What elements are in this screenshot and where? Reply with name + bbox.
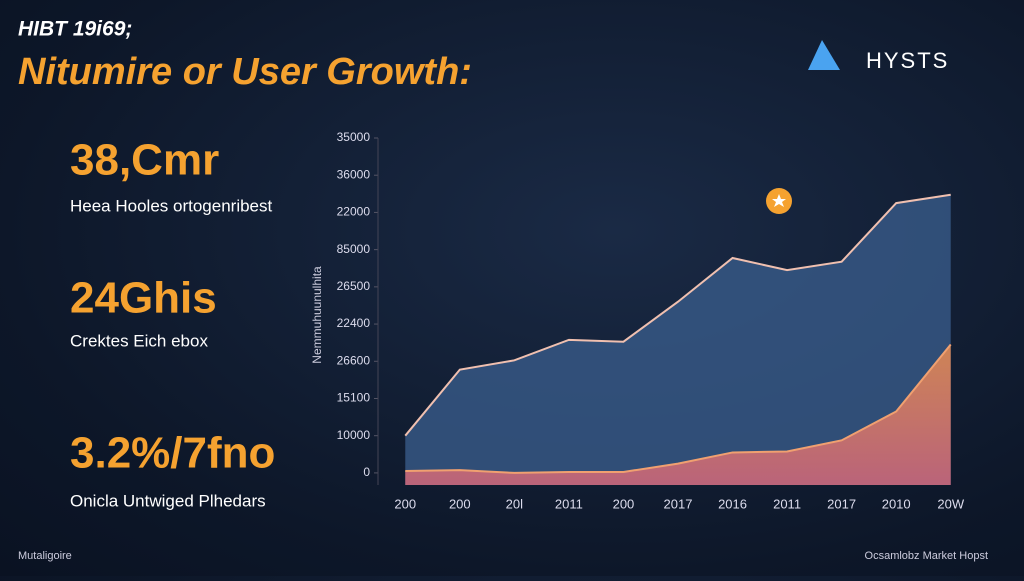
- x-tick-label: 200: [394, 496, 416, 511]
- stat-value: 38,Cmr: [70, 136, 219, 185]
- y-tick-label: 15100: [337, 391, 371, 405]
- footer-left: Mutaligoire: [18, 550, 72, 562]
- y-tick-label: 22000: [337, 205, 371, 219]
- y-tick-label: 10000: [337, 428, 371, 442]
- star-icon: [772, 194, 786, 207]
- area-line: [405, 343, 952, 474]
- y-tick-label: 36000: [337, 167, 371, 181]
- x-tick-label: 2010: [882, 496, 911, 511]
- kicker: HIBT 19i69;: [18, 18, 132, 41]
- y-tick-label: 35000: [337, 130, 371, 144]
- y-tick-label: 85000: [337, 242, 371, 256]
- title: Nitumire or User Growth:: [18, 51, 472, 93]
- y-tick-label: 22400: [337, 316, 371, 330]
- stat-label: Crektes Eich ebox: [70, 331, 208, 350]
- y-tick-label: 26500: [337, 279, 371, 293]
- logo-icon: [808, 40, 840, 70]
- x-tick-label: 2017: [664, 496, 693, 511]
- y-tick-label: 0: [363, 465, 370, 479]
- x-tick-label: 2011: [555, 496, 583, 511]
- stat-label: Onicla Untwiged Plhedars: [70, 491, 266, 510]
- area: [405, 344, 951, 485]
- stats: 38,Cmr Heea Hooles ortogenribest 24Ghis …: [70, 136, 275, 511]
- area: [405, 194, 951, 485]
- y-tick-label: 26600: [337, 353, 371, 367]
- x-tick-label: 200: [449, 496, 471, 511]
- x-tick-label: 2017: [827, 496, 856, 511]
- stat-value: 3.2%/7fno: [70, 429, 275, 478]
- logo-text: HYSTS: [866, 48, 949, 73]
- x-tick-label: 2011: [773, 496, 801, 511]
- y-axis-label: Nemmuhuunulhita: [310, 266, 324, 364]
- x-tick-label: 20W: [937, 496, 964, 511]
- stat-label: Heea Hooles ortogenribest: [70, 196, 273, 215]
- x-tick-label: 2016: [718, 496, 747, 511]
- stat-value: 24Ghis: [70, 274, 217, 323]
- x-tick-label: 20l: [506, 496, 523, 511]
- area-line: [404, 193, 951, 437]
- footer-right: Ocsamlobz Market Hopst: [865, 550, 988, 562]
- x-tick-label: 200: [613, 496, 635, 511]
